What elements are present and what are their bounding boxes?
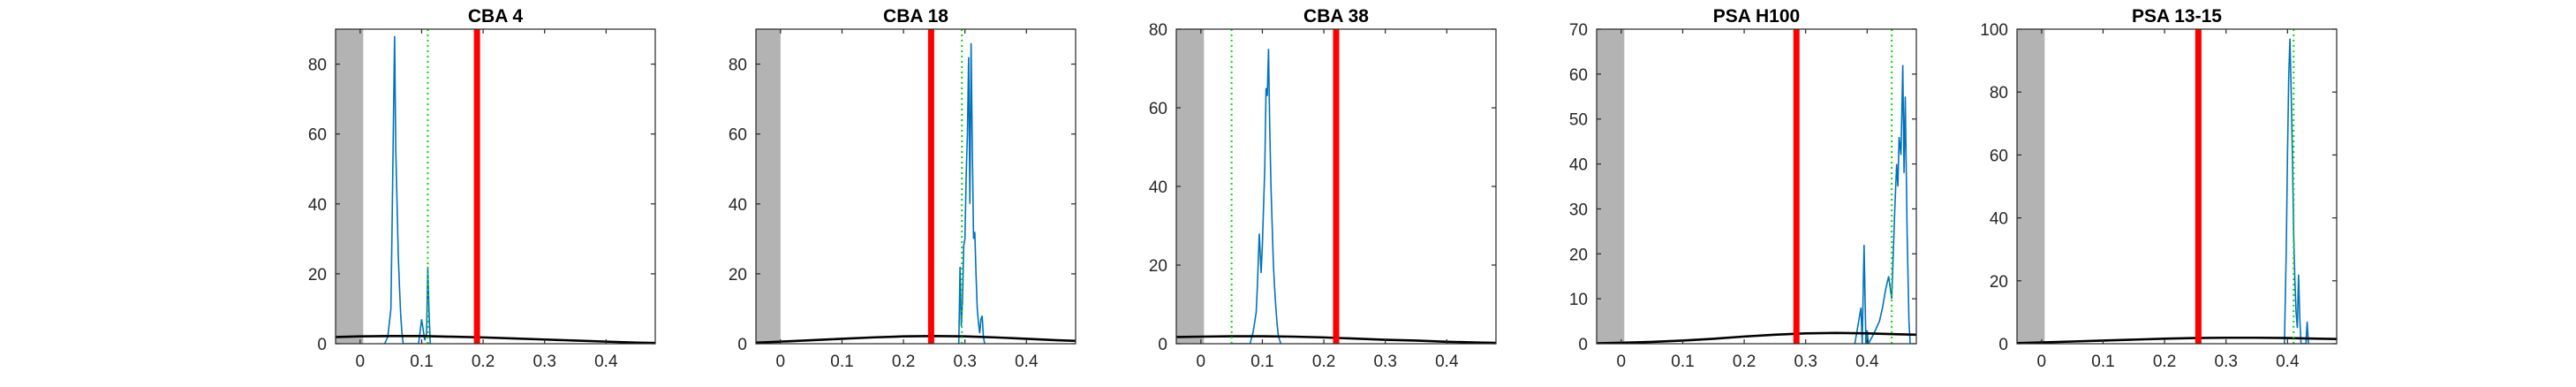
panel-title: CBA 18	[883, 6, 948, 27]
panel-3: 0 0.1 0.2 0.3 0.4 0 20 40 60 80 CBA 38	[1149, 6, 1497, 371]
x-tick-label: 0.1	[1250, 353, 1273, 371]
y-tick-label: 80	[1990, 84, 2008, 102]
y-tick-label: 80	[308, 57, 327, 75]
y-tick-label: 40	[1149, 178, 1167, 197]
x-tick-label: 0.3	[533, 353, 555, 371]
y-tick-label: 20	[1569, 246, 1588, 264]
axes-box	[335, 28, 656, 345]
panel-title: CBA 38	[1303, 6, 1369, 27]
x-tick-label: 0.2	[472, 353, 495, 371]
y-tick-label: 80	[729, 57, 747, 75]
histogram-line	[2284, 38, 2309, 344]
histogram-line	[1854, 64, 1911, 344]
histogram-line	[1231, 49, 1282, 344]
y-tick-label: 60	[308, 126, 327, 145]
y-tick-label: 20	[1149, 257, 1167, 276]
x-tick-label: 0.1	[1671, 353, 1694, 371]
x-tick-label: 0.2	[2153, 353, 2176, 371]
x-tick-label: 0	[356, 353, 366, 371]
y-tick-label: 60	[729, 126, 747, 145]
x-tick-label: 0.3	[2214, 353, 2237, 371]
shaded-region	[756, 29, 781, 344]
y-tick-label: 70	[1569, 21, 1588, 40]
y-tick-label: 10	[1569, 291, 1588, 309]
y-tick-label: 30	[1569, 201, 1588, 219]
y-tick-label: 80	[1149, 21, 1167, 40]
shaded-region	[1176, 29, 1205, 344]
y-tick-label: 40	[1990, 210, 2008, 229]
axes-box	[755, 28, 1076, 345]
panel-4: 0 0.1 0.2 0.3 0.4 0 10 20 30 40 50 60 70 PSA H100	[1569, 6, 1917, 371]
shaded-region	[336, 29, 364, 344]
y-tick-label: 50	[1569, 111, 1588, 130]
x-tick-label: 0.4	[1855, 353, 1879, 371]
y-tick-label: 20	[1990, 273, 2008, 292]
x-tick-label: 0.4	[1435, 353, 1459, 371]
x-tick-label: 0.3	[1794, 353, 1817, 371]
y-tick-label: 40	[1569, 156, 1588, 175]
histogram-line	[957, 42, 986, 344]
x-tick-label: 0.3	[953, 353, 976, 371]
panel-title: PSA 13-15	[2132, 6, 2222, 27]
x-tick-label: 0.1	[410, 353, 433, 371]
panel-5: 0 0.1 0.2 0.3 0.4 0 20 40 60 80 100 PSA 13-15	[1980, 6, 2338, 371]
x-tick-label: 0.4	[1015, 353, 1039, 371]
y-tick-label: 0	[317, 336, 327, 354]
y-tick-label: 20	[729, 266, 747, 285]
x-tick-label: 0.2	[1312, 353, 1335, 371]
axes-box	[1596, 28, 1917, 345]
y-tick-label: 0	[1998, 336, 2008, 354]
y-tick-label: 0	[1578, 336, 1588, 354]
x-tick-label: 0	[776, 353, 786, 371]
y-tick-label: 0	[737, 336, 747, 354]
y-tick-label: 60	[1990, 147, 2008, 165]
y-tick-label: 40	[308, 196, 327, 215]
histogram-line	[383, 35, 432, 344]
fit-curve	[1597, 331, 1916, 344]
y-tick-label: 0	[1158, 336, 1167, 354]
fit-curve	[2017, 336, 2337, 344]
x-tick-label: 0.1	[830, 353, 853, 371]
x-tick-label: 0.1	[2091, 353, 2114, 371]
y-tick-label: 20	[308, 266, 327, 285]
fit-curve	[336, 334, 655, 344]
x-tick-label: 0.4	[2276, 353, 2300, 371]
x-tick-label: 0.4	[594, 353, 618, 371]
panel-title: CBA 4	[468, 6, 524, 27]
x-tick-label: 0	[1617, 353, 1627, 371]
shaded-region	[2017, 29, 2045, 344]
x-tick-label: 0	[2037, 353, 2047, 371]
x-tick-label: 0.3	[1373, 353, 1396, 371]
y-tick-label: 60	[1569, 66, 1588, 85]
panel-1: 0 0.1 0.2 0.3 0.4 0 20 40 60 80 CBA 4	[308, 6, 656, 371]
x-tick-label: 0.2	[892, 353, 915, 371]
y-tick-label: 40	[729, 196, 747, 215]
y-tick-label: 100	[1980, 21, 2008, 40]
x-tick-label: 0.2	[1733, 353, 1756, 371]
y-tick-label: 60	[1149, 100, 1167, 118]
x-tick-label: 0	[1197, 353, 1206, 371]
fit-curve	[756, 334, 1076, 344]
panel-title: PSA H100	[1713, 6, 1800, 27]
panel-2: 0 0.1 0.2 0.3 0.4 0 20 40 60 80 CBA 18	[729, 6, 1076, 371]
shaded-region	[1597, 29, 1625, 344]
axes-box	[2016, 28, 2338, 345]
